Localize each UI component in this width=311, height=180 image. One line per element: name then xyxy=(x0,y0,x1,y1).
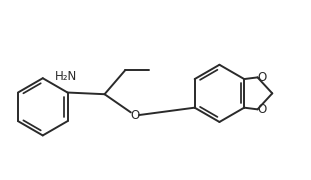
Text: O: O xyxy=(130,109,139,122)
Text: H₂N: H₂N xyxy=(55,70,77,83)
Text: O: O xyxy=(258,103,267,116)
Text: O: O xyxy=(258,71,267,84)
